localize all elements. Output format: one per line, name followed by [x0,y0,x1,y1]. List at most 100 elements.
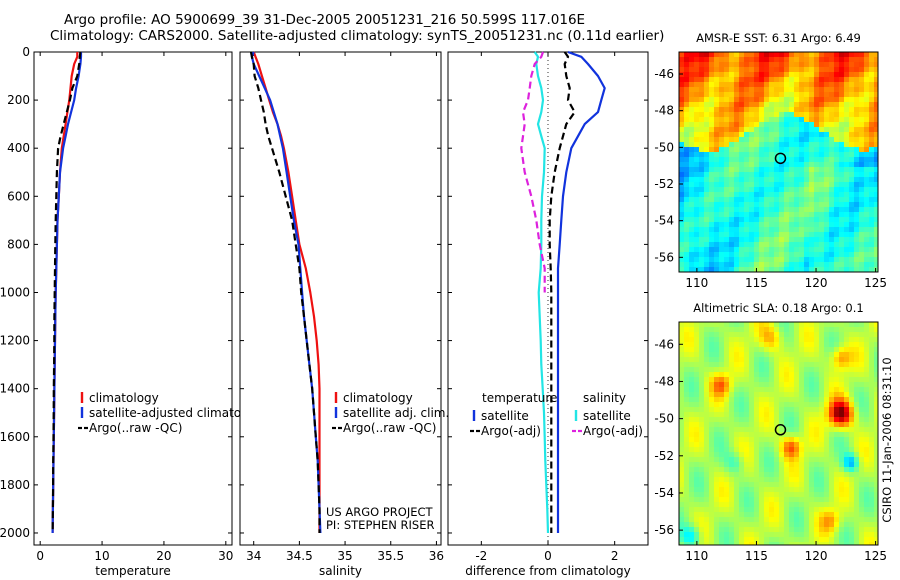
map-cell [704,347,710,353]
map-cell [694,427,700,433]
map-cell [829,342,835,348]
map-cell [789,322,795,328]
map-cell [834,167,840,173]
map-cell [724,177,730,183]
map-cell [729,67,735,73]
map-cell [849,172,855,178]
map-cell [704,237,710,243]
map-cell [724,72,730,78]
map-cell [844,537,850,543]
map-cell [869,167,875,173]
map-cell [754,197,760,203]
map-cell [869,117,875,123]
map-cell [834,57,840,63]
map-cell [704,472,710,478]
map-cell [874,332,879,338]
map-cell [849,497,855,503]
map-cell [684,442,690,448]
map-cell [684,247,690,253]
map-cell [754,477,760,483]
map-cell [764,267,770,273]
map-cell [839,112,845,118]
map-cell [844,52,850,58]
map-cell [764,227,770,233]
map-cell [734,227,740,233]
map-cell [829,187,835,193]
map-cell [679,252,685,258]
map-cell [704,77,710,83]
map-cell [854,142,860,148]
map-cell [789,422,795,428]
map-cell [704,167,710,173]
map-cell [709,347,715,353]
map-cell [854,202,860,208]
map-cell [759,367,765,373]
map-cell [769,57,775,63]
map-cell [774,322,780,328]
map-cell [829,227,835,233]
map-cell [779,242,785,248]
map-cell [784,457,790,463]
map-cell [699,442,705,448]
map-cell [834,342,840,348]
map-cell [789,537,795,543]
map-cell [714,502,720,508]
map-cell [729,477,735,483]
map-cell [714,367,720,373]
map-cell [804,492,810,498]
map-cell [734,372,740,378]
map-cell [744,517,750,523]
map-cell [679,407,685,413]
map-cell [679,237,685,243]
map-cell [749,172,755,178]
map-cell [729,87,735,93]
map-cell [804,497,810,503]
map-cell [869,477,875,483]
map-cell [769,427,775,433]
map-cell [729,472,735,478]
map-cell [709,417,715,423]
map-cell [704,397,710,403]
map-cell [709,117,715,123]
map-cell [844,117,850,123]
map-cell [699,222,705,228]
map-cell [849,392,855,398]
argo-location-marker [774,424,787,436]
map-cell [769,267,775,273]
map-cell [719,192,725,198]
map-cell [769,492,775,498]
map-cell [849,82,855,88]
map-cell [799,467,805,473]
map-cell [679,67,685,73]
map-cell [839,117,845,123]
map-cell [834,397,840,403]
map-cell [724,382,730,388]
map-cell [839,382,845,388]
map-cell [764,197,770,203]
map-cell [819,447,825,453]
map-cell [814,387,820,393]
map-cell [679,137,685,143]
map-cell [844,437,850,443]
map-cell [694,67,700,73]
map-cell [749,467,755,473]
map-cell [694,122,700,128]
map-cell [719,442,725,448]
map-cell [874,267,879,273]
map-cell [684,52,690,58]
map-cell [859,67,865,73]
map-cell [769,142,775,148]
map-cell [854,72,860,78]
map-cell [739,262,745,268]
map-cell [709,512,715,518]
map-cell [799,497,805,503]
map-cell [859,392,865,398]
map-cell [704,517,710,523]
map-cell [689,62,695,68]
map-cell [824,342,830,348]
map-cell [719,152,725,158]
map-cell [844,352,850,358]
map-cell [679,507,685,513]
map-cell [864,422,870,428]
map-cell [839,187,845,193]
